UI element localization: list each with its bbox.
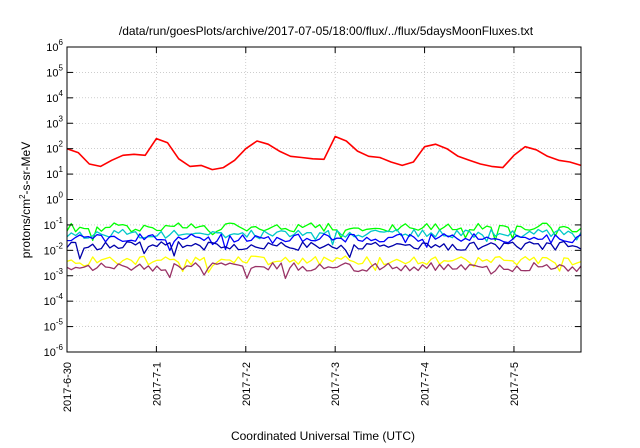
- x-tick-label: 2017-7-1: [151, 362, 163, 406]
- series-line: [66, 255, 582, 274]
- y-tick-label: 10-3: [44, 267, 64, 283]
- series-line: [66, 262, 582, 280]
- plot-frame: [66, 46, 582, 353]
- grid: [66, 46, 581, 353]
- y-axis: 10-6 10-5 10-4 10-3 10-2 10-1 100 101 102 103 104 1…: [44, 38, 581, 359]
- y-tick-label: 102: [46, 140, 63, 156]
- x-tick-label: 2017-7-4: [420, 362, 432, 406]
- y-tick-label: 10-6: [44, 343, 64, 359]
- y-tick-label: 10-5: [44, 318, 64, 334]
- series-line: [66, 222, 582, 242]
- x-tick-label: 2017-6-30: [62, 362, 74, 412]
- x-tick-label: 2017-7-3: [330, 362, 342, 406]
- x-tick-label: 2017-7-5: [509, 362, 521, 406]
- x-axis: 2017-6-30 2017-7-1 2017-7-2 2017-7-3 2017-7-…: [62, 47, 521, 412]
- y-tick-label: 100: [46, 191, 63, 207]
- y-tick-label: 10-2: [44, 241, 64, 257]
- y-tick-label: 105: [46, 63, 63, 79]
- series-line: [66, 233, 582, 252]
- y-tick-label: 10-1: [44, 216, 64, 232]
- y-axis-label-sup: 2: [18, 194, 27, 199]
- y-tick-label: 10-4: [44, 292, 64, 308]
- y-tick-label: 101: [46, 165, 63, 181]
- series-line: [66, 135, 582, 171]
- y-tick-label: 103: [46, 114, 63, 130]
- chart-title: /data/run/goesPlots/archive/2017-07-05/1…: [119, 24, 534, 38]
- x-axis-label: Coordinated Universal Time (UTC): [231, 429, 415, 443]
- series-layer: [66, 135, 582, 280]
- y-tick-label: 106: [46, 38, 63, 54]
- y-axis-label: protons/cm2-s-sr-MeV: [18, 142, 33, 258]
- y-tick-label: 104: [46, 89, 63, 105]
- series-line: [66, 240, 582, 260]
- x-tick-label: 2017-7-2: [241, 362, 253, 406]
